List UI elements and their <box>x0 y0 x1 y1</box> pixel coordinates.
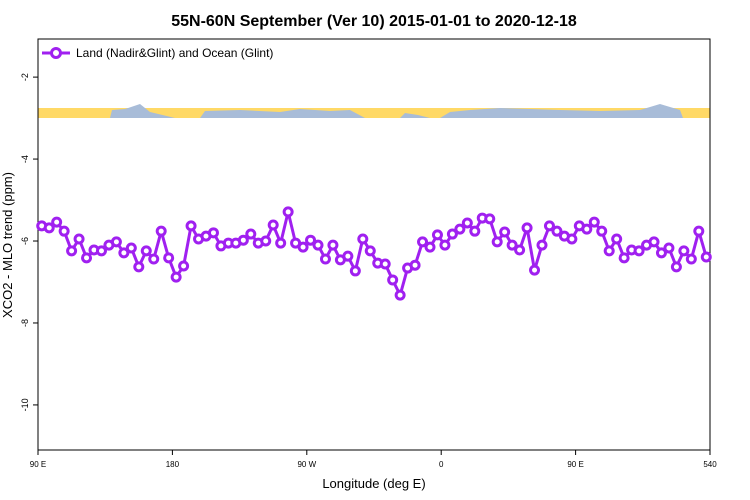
data-point <box>43 222 55 234</box>
data-point <box>633 245 645 257</box>
y-tick-label: -8 <box>20 319 30 327</box>
y-tick-label: -6 <box>20 237 30 245</box>
x-tick-label: 180 <box>166 460 180 469</box>
data-point <box>394 289 406 301</box>
data-point <box>461 217 473 229</box>
x-axis-label: Longitude (deg E) <box>322 476 425 491</box>
data-point <box>155 225 167 237</box>
data-point <box>439 239 451 251</box>
data-point <box>66 245 78 257</box>
data-point <box>148 253 160 265</box>
data-point <box>603 245 615 257</box>
data-point <box>499 226 511 238</box>
data-point <box>163 252 175 264</box>
data-point <box>379 258 391 270</box>
x-tick-label: 90 W <box>297 460 316 469</box>
data-point <box>125 242 137 254</box>
x-tick-label: 0 <box>439 460 444 469</box>
data-point <box>118 247 130 259</box>
data-point <box>663 242 675 254</box>
data-point <box>543 220 555 232</box>
legend-marker <box>50 47 62 59</box>
y-tick-label: -2 <box>20 73 30 81</box>
x-tick-label: 90 E <box>567 460 583 469</box>
data-point <box>431 229 443 241</box>
data-point <box>267 219 279 231</box>
data-point <box>588 216 600 228</box>
data-point <box>536 239 548 251</box>
data-point <box>178 260 190 272</box>
data-point <box>506 239 518 251</box>
data-point <box>648 236 660 248</box>
data-point <box>297 241 309 253</box>
y-tick-label: -10 <box>20 398 30 411</box>
data-point <box>73 233 85 245</box>
data-point <box>95 245 107 257</box>
data-point <box>81 252 93 264</box>
data-point <box>110 236 122 248</box>
data-point <box>551 225 563 237</box>
data-point <box>424 241 436 253</box>
legend-label: Land (Nadir&Glint) and Ocean (Glint) <box>76 46 273 60</box>
data-point <box>133 261 145 273</box>
data-point <box>469 225 481 237</box>
data-point <box>185 220 197 232</box>
data-point <box>655 247 667 259</box>
data-point <box>349 265 361 277</box>
data-point <box>693 225 705 237</box>
data-point <box>409 259 421 271</box>
data-point <box>364 245 376 257</box>
data-point <box>611 233 623 245</box>
y-axis-label: XCO2 - MLO trend (ppm) <box>0 172 15 318</box>
data-point <box>237 234 249 246</box>
data-point <box>491 236 503 248</box>
data-point <box>566 233 578 245</box>
data-point <box>514 244 526 256</box>
data-point <box>282 206 294 218</box>
data-point <box>342 250 354 262</box>
plot-frame <box>37 38 711 451</box>
data-point <box>319 253 331 265</box>
data-point <box>58 225 70 237</box>
data-point <box>275 237 287 249</box>
data-point <box>417 236 429 248</box>
chart-title: 55N-60N September (Ver 10) 2015-01-01 to… <box>171 13 577 30</box>
data-point <box>140 245 152 257</box>
data-point <box>357 233 369 245</box>
data-point <box>245 228 257 240</box>
data-point <box>312 239 324 251</box>
x-tick-label: 90 E <box>30 460 46 469</box>
map-strip <box>38 104 710 118</box>
y-tick-label: -4 <box>20 155 30 163</box>
data-point <box>305 234 317 246</box>
data-point <box>207 227 219 239</box>
data-point <box>446 228 458 240</box>
data-point <box>521 222 533 234</box>
legend: Land (Nadir&Glint) and Ocean (Glint) <box>42 46 273 60</box>
data-point <box>670 261 682 273</box>
data-point <box>700 251 712 263</box>
data-point <box>51 216 63 228</box>
data-point <box>327 239 339 251</box>
data-point <box>387 274 399 286</box>
data-point <box>581 223 593 235</box>
data-point <box>618 252 630 264</box>
data-point <box>596 225 608 237</box>
data-point <box>260 235 272 247</box>
data-point <box>484 213 496 225</box>
data-point <box>685 253 697 265</box>
data-point <box>454 223 466 235</box>
data-point <box>678 245 690 257</box>
data-point <box>529 264 541 276</box>
data-point <box>170 271 182 283</box>
x-tick-label: 540 <box>703 460 717 469</box>
